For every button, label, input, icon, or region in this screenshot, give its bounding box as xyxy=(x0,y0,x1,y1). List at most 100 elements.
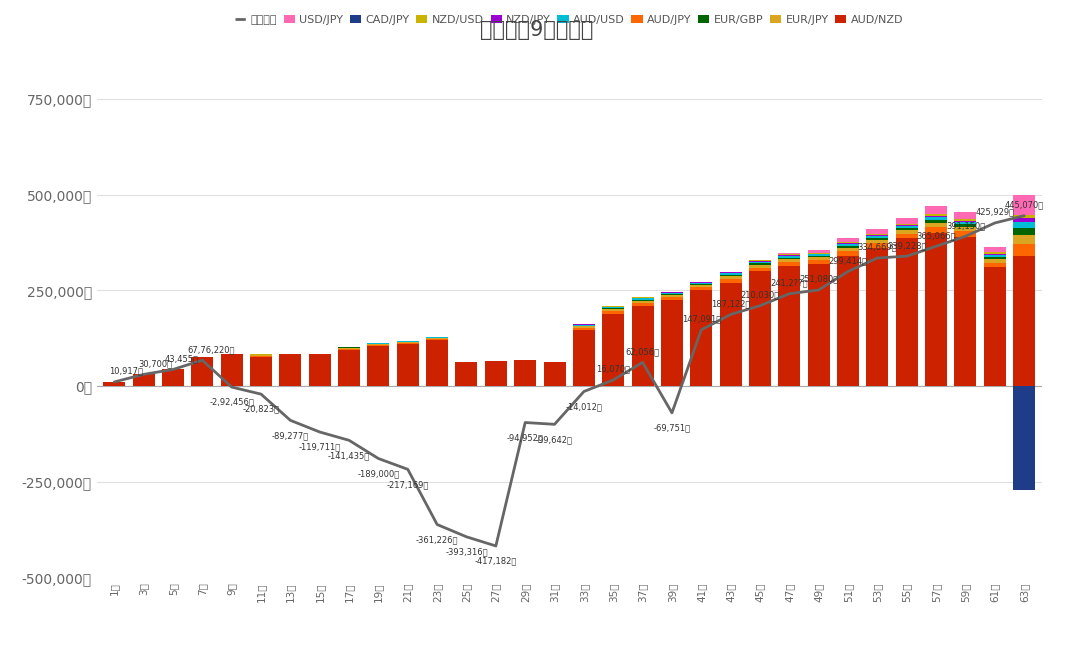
Bar xyxy=(896,238,918,386)
Bar xyxy=(691,283,712,284)
Bar xyxy=(837,256,859,386)
Bar xyxy=(749,265,771,268)
Bar xyxy=(603,311,624,315)
Bar xyxy=(837,251,859,256)
Bar xyxy=(867,248,888,386)
Bar xyxy=(749,268,771,272)
Bar xyxy=(572,325,595,326)
Bar xyxy=(484,361,507,386)
Text: 251,080円: 251,080円 xyxy=(799,275,839,284)
Text: 391,150円: 391,150円 xyxy=(946,221,985,230)
Bar xyxy=(896,230,918,234)
Text: -2,92,456円: -2,92,456円 xyxy=(209,398,255,407)
Bar xyxy=(955,212,976,219)
Text: 67,76,220円: 67,76,220円 xyxy=(187,345,235,354)
Bar xyxy=(925,233,947,386)
Text: トラリブ9通貨投賄: トラリブ9通貨投賄 xyxy=(480,20,594,40)
Text: -20,823円: -20,823円 xyxy=(243,405,279,414)
Bar xyxy=(984,255,1006,257)
Bar xyxy=(1013,235,1035,244)
Bar xyxy=(1013,195,1035,214)
Bar xyxy=(720,279,742,283)
Bar xyxy=(396,344,419,386)
Bar xyxy=(984,257,1006,259)
Bar xyxy=(632,301,654,303)
Bar xyxy=(955,236,976,386)
Bar xyxy=(808,254,830,256)
Bar xyxy=(984,247,1006,252)
Text: -393,316円: -393,316円 xyxy=(446,548,488,556)
Bar xyxy=(1013,214,1035,218)
Bar xyxy=(984,263,1006,268)
Bar xyxy=(779,256,800,258)
Bar xyxy=(720,273,742,275)
Text: -14,012円: -14,012円 xyxy=(565,402,603,411)
Bar xyxy=(925,220,947,222)
Bar xyxy=(749,261,771,262)
Bar xyxy=(603,308,624,309)
Bar xyxy=(603,307,624,308)
Bar xyxy=(338,349,360,350)
Bar xyxy=(955,222,976,224)
Bar xyxy=(661,293,683,294)
Bar xyxy=(896,225,918,226)
Bar xyxy=(338,350,360,386)
Text: -417,182円: -417,182円 xyxy=(475,556,517,566)
Bar xyxy=(896,234,918,238)
Bar xyxy=(749,260,771,261)
Bar xyxy=(572,330,595,386)
Bar xyxy=(867,240,888,243)
Text: 10,917円: 10,917円 xyxy=(110,367,143,376)
Text: -189,000円: -189,000円 xyxy=(358,469,400,478)
Bar xyxy=(837,244,859,246)
Bar xyxy=(837,238,859,242)
Bar xyxy=(632,298,654,299)
Text: -69,751円: -69,751円 xyxy=(653,424,691,432)
Text: -217,169円: -217,169円 xyxy=(387,480,429,489)
Bar xyxy=(808,253,830,254)
Bar xyxy=(984,252,1006,254)
Bar xyxy=(426,338,448,339)
Bar xyxy=(779,254,800,255)
Bar xyxy=(808,250,830,253)
Bar xyxy=(720,272,742,273)
Bar xyxy=(925,227,947,233)
Bar xyxy=(250,355,272,357)
Bar xyxy=(925,214,947,216)
Bar xyxy=(661,294,683,295)
Bar xyxy=(925,216,947,217)
Bar xyxy=(779,258,800,259)
Bar xyxy=(955,227,976,231)
Bar xyxy=(426,340,448,386)
Bar xyxy=(984,268,1006,386)
Bar xyxy=(837,246,859,248)
Bar xyxy=(867,238,888,240)
Text: -99,642円: -99,642円 xyxy=(536,435,574,444)
Bar xyxy=(779,262,800,266)
Bar xyxy=(808,258,830,260)
Bar xyxy=(514,360,536,386)
Bar xyxy=(779,252,800,254)
Bar xyxy=(572,328,595,330)
Bar xyxy=(162,369,184,386)
Bar xyxy=(925,222,947,227)
Bar xyxy=(691,285,712,287)
Bar xyxy=(720,276,742,279)
Text: 334,669円: 334,669円 xyxy=(858,243,897,252)
Bar xyxy=(367,344,390,345)
Bar xyxy=(955,224,976,227)
Bar xyxy=(867,229,888,234)
Bar xyxy=(837,242,859,243)
Text: 187,122円: 187,122円 xyxy=(711,299,751,308)
Bar xyxy=(955,219,976,220)
Bar xyxy=(367,345,390,346)
Bar xyxy=(749,262,771,264)
Bar xyxy=(1013,222,1035,228)
Text: -94,952円: -94,952円 xyxy=(507,433,543,442)
Legend: 現実利益, USD/JPY, CAD/JPY, NZD/USD, NZD/JPY, AUD/USD, AUD/JPY, EUR/GBP, EUR/JPY, AU: 現実利益, USD/JPY, CAD/JPY, NZD/USD, NZD/JPY… xyxy=(231,11,908,29)
Bar xyxy=(779,255,800,256)
Bar xyxy=(1013,228,1035,235)
Bar xyxy=(220,355,243,386)
Text: -119,711円: -119,711円 xyxy=(299,443,340,452)
Bar xyxy=(691,287,712,290)
